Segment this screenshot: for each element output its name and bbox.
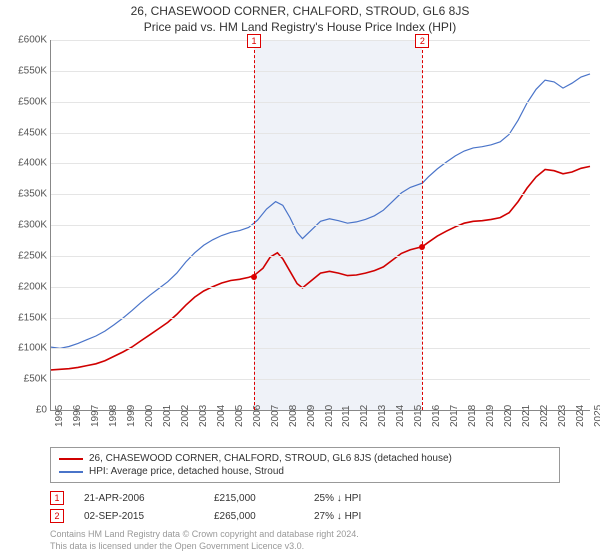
trade-price: £215,000 (214, 493, 294, 504)
x-axis-label: 2023 (557, 405, 568, 427)
x-axis-label: 2013 (377, 405, 388, 427)
y-axis-label: £400K (3, 158, 47, 169)
x-axis-label: 2008 (288, 405, 299, 427)
x-axis-label: 2011 (341, 405, 352, 427)
gridline (51, 318, 590, 319)
gridline (51, 71, 590, 72)
y-axis-label: £300K (3, 220, 47, 231)
x-axis-label: 2018 (467, 405, 478, 427)
legend-row: 26, CHASEWOOD CORNER, CHALFORD, STROUD, … (59, 452, 551, 465)
trade-badge: 1 (50, 491, 64, 505)
y-axis-label: £500K (3, 96, 47, 107)
x-axis-label: 2014 (395, 405, 406, 427)
footnote: Contains HM Land Registry data © Crown c… (50, 529, 560, 552)
marker-dot (419, 244, 425, 250)
legend-label: 26, CHASEWOOD CORNER, CHALFORD, STROUD, … (89, 453, 452, 464)
legend-swatch (59, 471, 83, 473)
trade-row: 1 21-APR-2006 £215,000 25% ↓ HPI (50, 489, 560, 507)
legend-row: HPI: Average price, detached house, Stro… (59, 465, 551, 478)
chart-title: 26, CHASEWOOD CORNER, CHALFORD, STROUD, … (0, 0, 600, 20)
gridline (51, 379, 590, 380)
x-axis-label: 2007 (270, 405, 281, 427)
x-axis-label: 2010 (324, 405, 335, 427)
series-hpi (51, 74, 590, 348)
legend-swatch (59, 458, 83, 460)
trade-date: 02-SEP-2015 (84, 511, 194, 522)
y-axis-label: £0 (3, 405, 47, 416)
chart-plot-area: £0£50K£100K£150K£200K£250K£300K£350K£400… (50, 40, 590, 411)
x-axis-label: 1998 (108, 405, 119, 427)
marker-line (254, 40, 255, 410)
marker-badge: 2 (415, 34, 429, 48)
y-axis-label: £50K (3, 374, 47, 385)
y-axis-label: £450K (3, 127, 47, 138)
y-axis-label: £100K (3, 343, 47, 354)
y-axis-label: £550K (3, 65, 47, 76)
gridline (51, 256, 590, 257)
trade-row: 2 02-SEP-2015 £265,000 27% ↓ HPI (50, 507, 560, 525)
gridline (51, 163, 590, 164)
trade-diff: 27% ↓ HPI (314, 511, 394, 522)
legend-label: HPI: Average price, detached house, Stro… (89, 466, 284, 477)
gridline (51, 133, 590, 134)
trade-date: 21-APR-2006 (84, 493, 194, 504)
x-axis-label: 2024 (575, 405, 586, 427)
gridline (51, 102, 590, 103)
chart-subtitle: Price paid vs. HM Land Registry's House … (0, 20, 600, 40)
x-axis-label: 2009 (306, 405, 317, 427)
chart-legend: 26, CHASEWOOD CORNER, CHALFORD, STROUD, … (50, 447, 560, 483)
trade-diff: 25% ↓ HPI (314, 493, 394, 504)
trade-badge: 2 (50, 509, 64, 523)
x-axis-label: 2003 (198, 405, 209, 427)
x-axis-label: 2017 (449, 405, 460, 427)
trade-price: £265,000 (214, 511, 294, 522)
x-axis-label: 1999 (126, 405, 137, 427)
x-axis-label: 2002 (180, 405, 191, 427)
chart-container: 26, CHASEWOOD CORNER, CHALFORD, STROUD, … (0, 0, 600, 560)
x-axis-label: 2001 (162, 405, 173, 427)
x-axis-label: 2004 (216, 405, 227, 427)
gridline (51, 194, 590, 195)
x-axis-label: 2019 (485, 405, 496, 427)
gridline (51, 348, 590, 349)
gridline (51, 40, 590, 41)
x-axis-label: 2005 (234, 405, 245, 427)
gridline (51, 287, 590, 288)
x-axis-label: 2012 (359, 405, 370, 427)
gridline (51, 225, 590, 226)
footnote-line: This data is licensed under the Open Gov… (50, 541, 560, 553)
y-axis-label: £200K (3, 281, 47, 292)
footnote-line: Contains HM Land Registry data © Crown c… (50, 529, 560, 541)
x-axis-label: 2000 (144, 405, 155, 427)
x-axis-label: 2021 (521, 405, 532, 427)
series-price_paid (51, 166, 590, 370)
x-axis-label: 1996 (72, 405, 83, 427)
x-axis-label: 2020 (503, 405, 514, 427)
x-axis-label: 1997 (90, 405, 101, 427)
x-axis-label: 2022 (539, 405, 550, 427)
x-axis-label: 2016 (431, 405, 442, 427)
marker-badge: 1 (247, 34, 261, 48)
y-axis-label: £600K (3, 35, 47, 46)
y-axis-label: £350K (3, 189, 47, 200)
trades-table: 1 21-APR-2006 £215,000 25% ↓ HPI 2 02-SE… (50, 489, 560, 525)
y-axis-label: £250K (3, 250, 47, 261)
x-axis-label: 1995 (54, 405, 65, 427)
marker-dot (251, 274, 257, 280)
marker-line (422, 40, 423, 410)
y-axis-label: £150K (3, 312, 47, 323)
x-axis-label: 2025 (593, 405, 600, 427)
